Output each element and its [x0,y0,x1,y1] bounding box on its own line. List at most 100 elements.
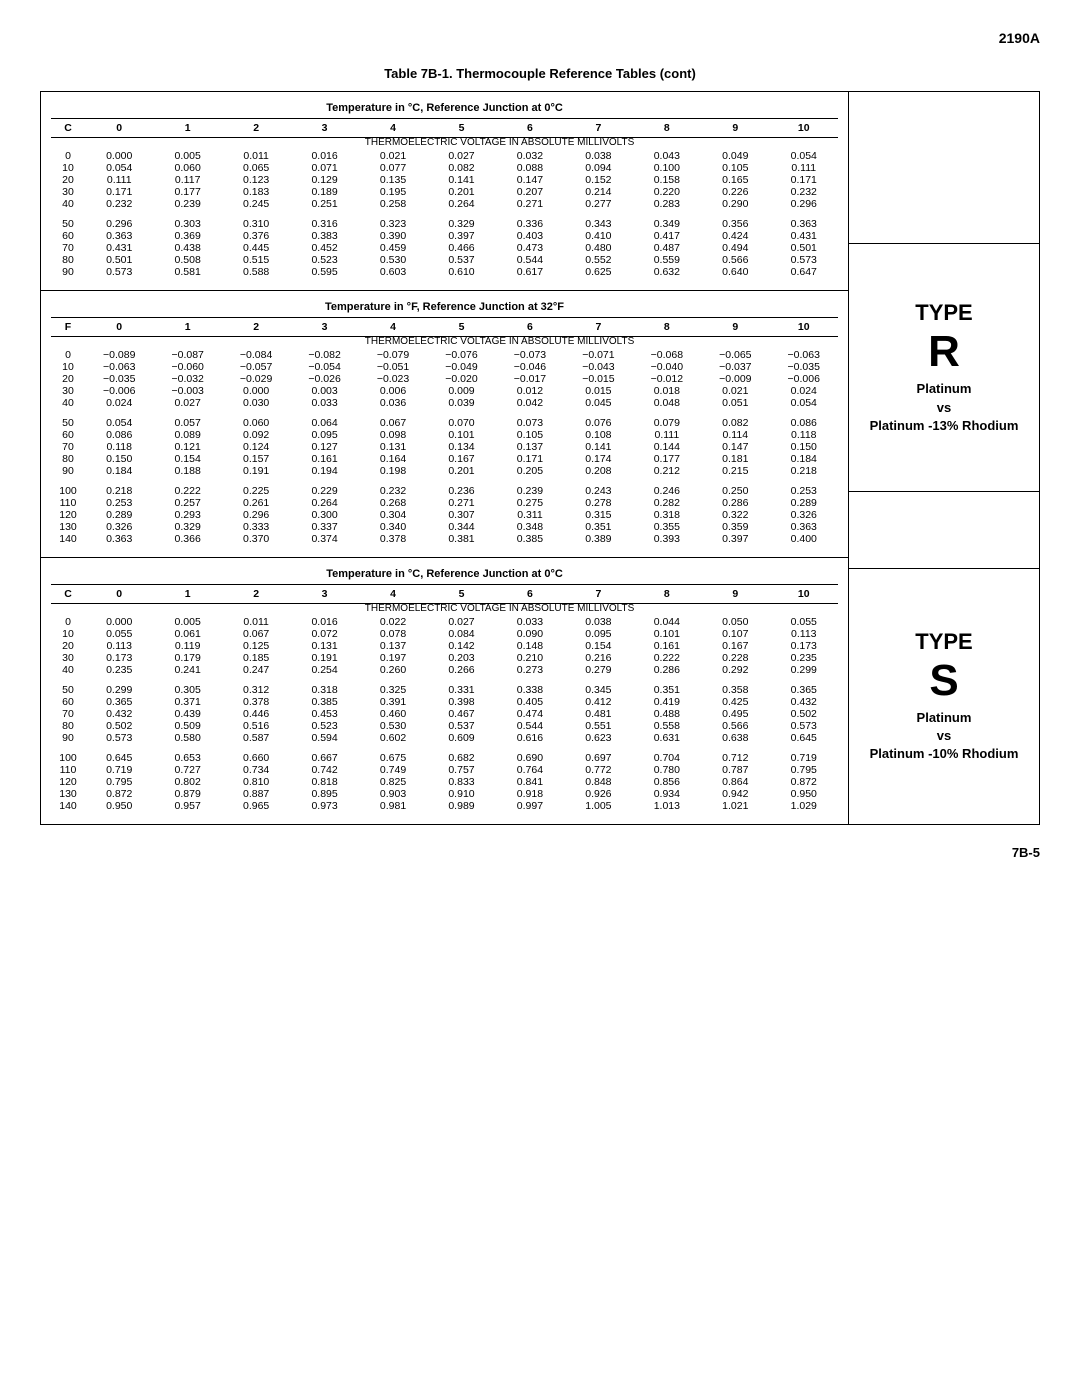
table-row: 700.1180.1210.1240.1270.1310.1340.1370.1… [51,441,838,453]
table-row: 600.3630.3690.3760.3830.3900.3970.4030.4… [51,230,838,242]
value-cell: 0.054 [85,162,153,174]
value-cell: 0.551 [564,720,632,732]
table-row: 1100.7190.7270.7340.7420.7490.7570.7640.… [51,764,838,776]
value-cell: 0.645 [85,752,153,764]
value-cell: 0.278 [564,497,632,509]
value-cell: 0.084 [427,628,495,640]
value-cell: 0.286 [633,664,701,676]
value-cell: 0.544 [496,720,564,732]
table-row: 00.0000.0050.0110.0160.0210.0270.0320.03… [51,150,838,162]
value-cell: 0.131 [290,640,358,652]
value-cell: 0.216 [564,652,632,664]
value-cell: 0.559 [633,254,701,266]
value-cell: 0.348 [496,521,564,533]
value-cell: 0.316 [290,218,358,230]
value-cell: 0.124 [222,441,290,453]
value-cell: 0.054 [770,150,838,162]
value-cell: 0.118 [770,429,838,441]
value-cell: 0.833 [427,776,495,788]
value-cell: 0.095 [564,628,632,640]
temp-cell: 90 [51,465,85,477]
value-cell: 0.290 [701,198,769,210]
value-cell: 0.005 [153,150,221,162]
value-cell: 0.264 [290,497,358,509]
header-code: 2190A [40,30,1040,46]
value-cell: 0.195 [359,186,427,198]
value-cell: −0.037 [701,361,769,373]
value-cell: 0.682 [427,752,495,764]
value-cell: 0.410 [564,230,632,242]
value-cell: 0.795 [85,776,153,788]
data-block: 00.0000.0050.0110.0160.0210.0270.0320.03… [51,150,838,210]
value-cell: 0.466 [427,242,495,254]
value-cell: 0.625 [564,266,632,278]
value-cell: −0.017 [496,373,564,385]
value-cell: 0.351 [633,684,701,696]
value-cell: 0.222 [153,485,221,497]
value-cell: 0.157 [222,453,290,465]
value-cell: 0.105 [701,162,769,174]
table-row: 100.0550.0610.0670.0720.0780.0840.0900.0… [51,628,838,640]
value-cell: 0.250 [701,485,769,497]
value-cell: −0.032 [153,373,221,385]
value-cell: 0.918 [496,788,564,800]
column-header-row: C012345678910 [51,584,838,604]
value-cell: 0.315 [564,509,632,521]
temp-cell: 30 [51,385,85,397]
value-cell: 0.293 [153,509,221,521]
main-container: Temperature in °C, Reference Junction at… [40,91,1040,825]
value-cell: 0.154 [153,453,221,465]
value-cell: 0.218 [85,485,153,497]
value-cell: 0.581 [153,266,221,278]
temp-cell: 70 [51,708,85,720]
value-cell: 0.419 [633,696,701,708]
temp-cell: 60 [51,429,85,441]
value-cell: 0.261 [222,497,290,509]
value-cell: 0.289 [770,497,838,509]
value-cell: −0.012 [633,373,701,385]
value-cell: 0.296 [85,218,153,230]
value-cell: 0.398 [427,696,495,708]
value-cell: 0.516 [222,720,290,732]
value-cell: 0.697 [564,752,632,764]
value-cell: 0.647 [770,266,838,278]
value-cell: −0.051 [359,361,427,373]
value-cell: 0.060 [153,162,221,174]
value-cell: 0.057 [153,417,221,429]
value-cell: 0.312 [222,684,290,696]
value-cell: 0.141 [427,174,495,186]
value-cell: 0.289 [85,509,153,521]
table-row: 400.2350.2410.2470.2540.2600.2660.2730.2… [51,664,838,676]
value-cell: 0.286 [701,497,769,509]
value-cell: 0.653 [153,752,221,764]
value-cell: 0.501 [770,242,838,254]
value-cell: 1.005 [564,800,632,812]
value-cell: 0.856 [633,776,701,788]
temp-cell: 80 [51,254,85,266]
value-cell: 0.022 [359,616,427,628]
value-cell: 0.257 [153,497,221,509]
value-cell: 0.147 [496,174,564,186]
value-cell: 0.082 [701,417,769,429]
value-cell: 0.530 [359,254,427,266]
value-cell: 0.125 [222,640,290,652]
value-cell: −0.073 [496,349,564,361]
value-cell: 0.239 [153,198,221,210]
value-cell: 0.024 [770,385,838,397]
value-cell: 0.573 [85,732,153,744]
value-cell: 0.431 [85,242,153,254]
value-cell: 0.220 [633,186,701,198]
value-cell: 0.772 [564,764,632,776]
value-cell: 0.343 [564,218,632,230]
column-header: 0 [85,122,153,134]
value-cell: 0.090 [496,628,564,640]
table-row: 800.5020.5090.5160.5230.5300.5370.5440.5… [51,720,838,732]
value-cell: 0.185 [222,652,290,664]
value-cell: 0.495 [701,708,769,720]
value-cell: 0.864 [701,776,769,788]
value-cell: 0.012 [496,385,564,397]
value-cell: 0.595 [290,266,358,278]
value-cell: 0.872 [770,776,838,788]
value-cell: 0.189 [290,186,358,198]
value-cell: 0.632 [633,266,701,278]
